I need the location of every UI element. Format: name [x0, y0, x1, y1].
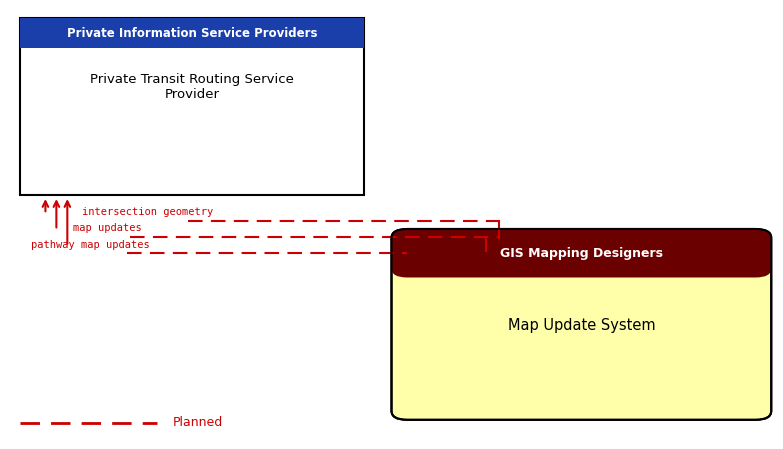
Text: pathway map updates: pathway map updates — [31, 240, 150, 250]
Text: Private Transit Routing Service
Provider: Private Transit Routing Service Provider — [90, 73, 294, 101]
Text: Planned: Planned — [172, 417, 222, 429]
FancyBboxPatch shape — [407, 252, 756, 269]
Text: GIS Mapping Designers: GIS Mapping Designers — [500, 247, 663, 260]
Text: Map Update System: Map Update System — [507, 318, 655, 333]
FancyBboxPatch shape — [20, 18, 364, 195]
FancyBboxPatch shape — [392, 229, 771, 420]
FancyBboxPatch shape — [392, 229, 771, 277]
Text: Private Information Service Providers: Private Information Service Providers — [67, 27, 317, 40]
Text: intersection geometry: intersection geometry — [82, 207, 214, 217]
Text: map updates: map updates — [73, 224, 142, 233]
FancyBboxPatch shape — [20, 18, 364, 48]
